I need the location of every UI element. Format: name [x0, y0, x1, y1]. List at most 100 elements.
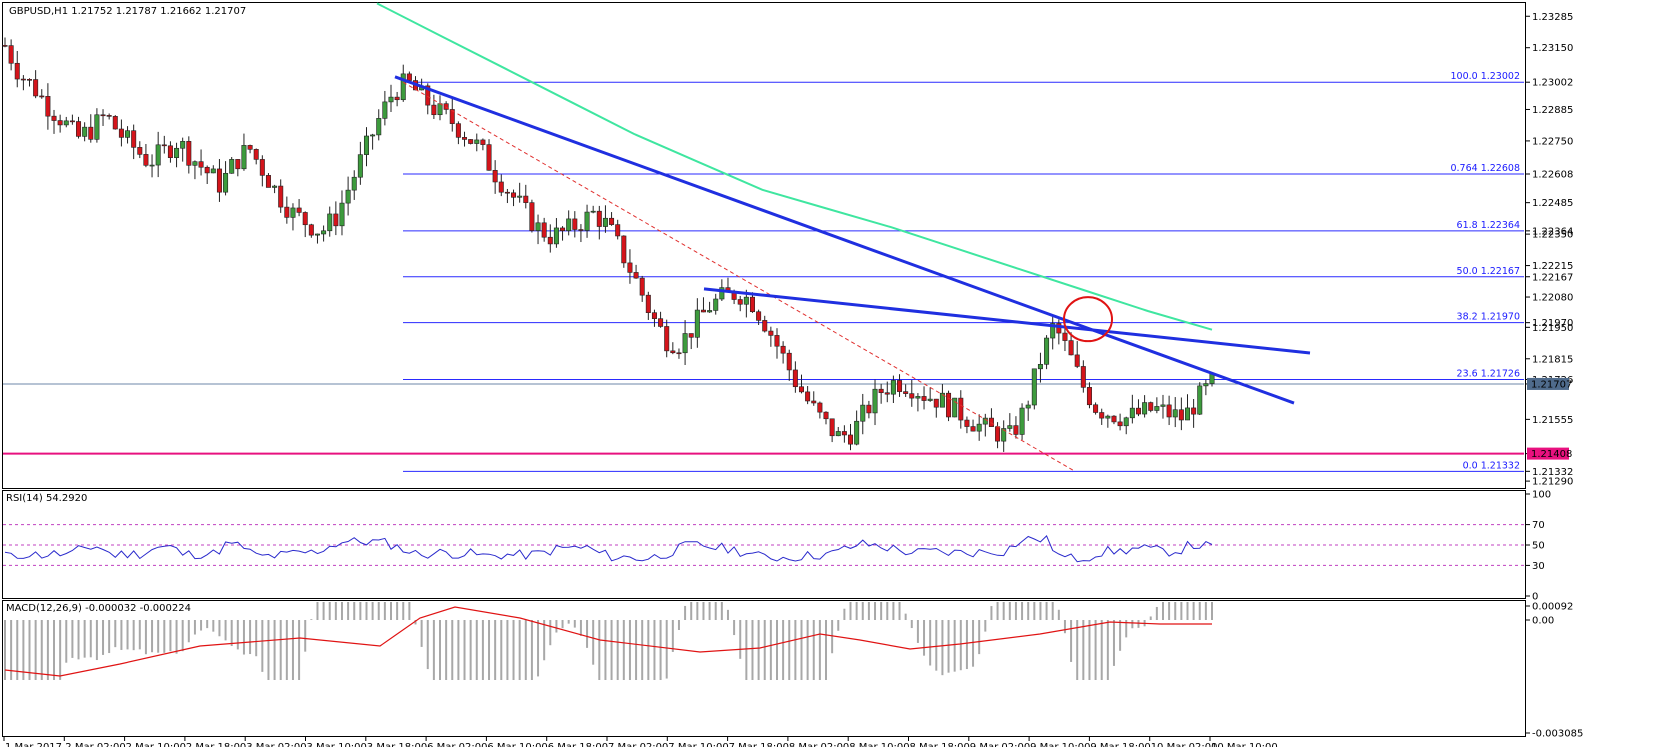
- candle-body: [584, 211, 590, 231]
- price-tick-label: 1.23150: [1532, 43, 1573, 54]
- candle-body: [155, 144, 161, 166]
- candle: [241, 133, 247, 171]
- candle: [1044, 335, 1050, 370]
- candle-body: [167, 145, 173, 158]
- candle: [45, 83, 51, 130]
- candle: [596, 205, 602, 240]
- candle-body: [1142, 402, 1148, 415]
- candle-body: [1172, 409, 1178, 418]
- candle: [1080, 360, 1086, 393]
- price-tick-label: 1.22215: [1532, 261, 1573, 272]
- candle: [1074, 341, 1080, 369]
- candle: [811, 391, 817, 406]
- candle: [1142, 395, 1148, 418]
- candle-body: [848, 434, 854, 445]
- candle: [474, 133, 480, 152]
- macd-indicator: 0.00092 0.00 -0.003085: [4, 602, 1583, 740]
- candle-body: [253, 149, 259, 160]
- candle: [590, 205, 596, 214]
- time-tick-label: 2 Mar 10:00: [126, 742, 186, 747]
- time-tick-label: 7 Mar 10:00: [668, 742, 728, 747]
- candle-body: [1007, 425, 1013, 429]
- price-tick-label: 1.21707: [1531, 379, 1572, 390]
- candle: [125, 126, 131, 144]
- candle: [854, 410, 860, 446]
- candle-body: [118, 128, 124, 138]
- candle-body: [817, 402, 823, 413]
- candle: [1050, 315, 1056, 350]
- time-tick-label: 9 Mar 02:00: [970, 742, 1030, 747]
- candle-body: [192, 161, 198, 166]
- candle: [982, 413, 988, 437]
- candle: [1172, 397, 1178, 428]
- candle-body: [1178, 409, 1184, 421]
- candle-body: [1074, 354, 1080, 367]
- macd-label: MACD(12,26,9) -0.000032 -0.000224: [6, 603, 191, 614]
- candle-body: [272, 185, 278, 188]
- time-tick-label: 6 Mar 02:00: [427, 742, 487, 747]
- candle-body: [664, 326, 670, 352]
- price-tick-label: 1.21555: [1532, 415, 1573, 426]
- candle-body: [88, 126, 94, 140]
- price-tick-label: 1.22350: [1532, 230, 1573, 241]
- candle: [964, 416, 970, 434]
- candle: [774, 328, 780, 359]
- candle: [627, 249, 633, 284]
- macd-panel-frame: [2, 600, 1526, 737]
- candle: [376, 109, 382, 141]
- candle-body: [321, 230, 327, 235]
- candle-body: [333, 213, 339, 227]
- fibonacci-retracement: 100.0 1.23002 0.764 1.22608 61.8 1.22364 50…: [3, 71, 1524, 472]
- candle: [370, 133, 376, 150]
- candle: [1123, 416, 1129, 435]
- price-tick-label: 1.22750: [1532, 136, 1573, 147]
- candle-body: [915, 396, 921, 399]
- candle-body: [131, 130, 137, 148]
- rsi-tick-label: 30: [1532, 561, 1545, 572]
- candle: [296, 199, 302, 217]
- candle-body: [921, 396, 927, 401]
- candle-body: [1117, 421, 1123, 427]
- candle-body: [57, 120, 63, 126]
- candle: [553, 218, 559, 248]
- candle-body: [737, 299, 743, 305]
- candle-body: [468, 139, 474, 144]
- moving-average: [376, 2, 1213, 331]
- candle: [897, 374, 903, 397]
- candle-body: [425, 85, 431, 106]
- candle-body: [798, 386, 804, 393]
- candle: [639, 275, 645, 302]
- candle-body: [511, 192, 517, 198]
- candle: [357, 141, 363, 185]
- candle-body: [609, 217, 615, 225]
- candle-body: [1135, 407, 1141, 415]
- candle-body: [1080, 366, 1086, 388]
- candle: [149, 154, 155, 178]
- candle: [1031, 368, 1037, 410]
- candle-body: [143, 154, 149, 166]
- candle: [909, 379, 915, 407]
- candle-body: [878, 388, 884, 394]
- rsi-tick-label: 100: [1532, 490, 1551, 501]
- candle: [1013, 416, 1019, 439]
- candle-body: [1031, 368, 1037, 406]
- candle-body: [1068, 340, 1074, 356]
- candle-body: [756, 311, 762, 321]
- candle-body: [186, 141, 192, 166]
- candle-body: [927, 398, 933, 401]
- candle-body: [719, 287, 725, 300]
- price-tick-label: 1.23002: [1532, 78, 1573, 89]
- candle-body: [284, 206, 290, 218]
- candle-body: [621, 235, 627, 264]
- candle: [1148, 401, 1154, 413]
- candle: [1129, 394, 1135, 424]
- candle-body: [517, 195, 523, 198]
- candle-body: [455, 123, 461, 138]
- candle-body: [302, 212, 308, 226]
- candle: [314, 233, 320, 244]
- candle-body: [1025, 404, 1031, 409]
- time-tick-label: 1 Mar 2017: [5, 742, 62, 747]
- candle-body: [2, 45, 8, 47]
- candle-body: [69, 120, 75, 123]
